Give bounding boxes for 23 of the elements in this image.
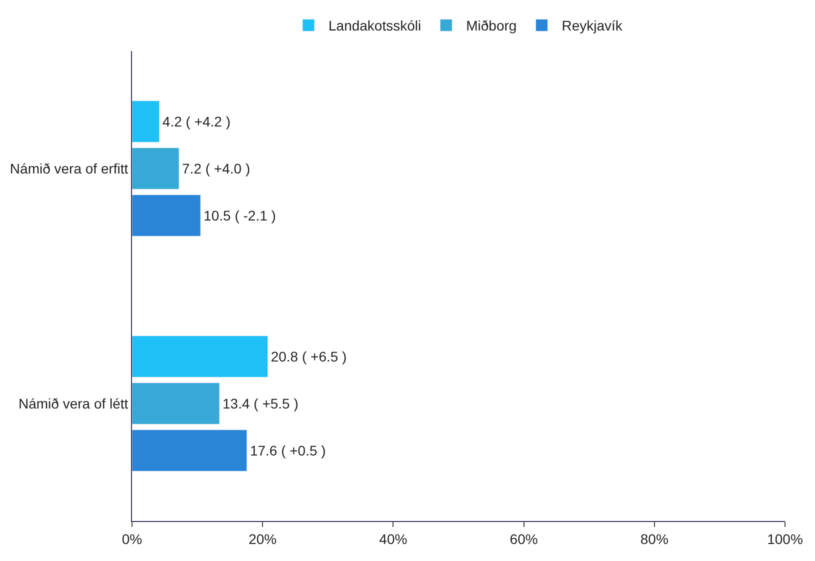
data-label: 13.4 ( +5.5 ) bbox=[222, 396, 298, 412]
data-label: 4.2 ( +4.2 ) bbox=[162, 114, 231, 130]
bar bbox=[132, 148, 180, 190]
data-label: 10.5 ( -2.1 ) bbox=[204, 208, 276, 224]
bar bbox=[132, 336, 268, 378]
bar bbox=[132, 100, 160, 142]
bar bbox=[132, 430, 248, 472]
x-tick-label: 80% bbox=[640, 530, 668, 547]
data-label: 17.6 ( +0.5 ) bbox=[250, 442, 326, 458]
bar bbox=[132, 382, 220, 424]
data-label: 7.2 ( +4.0 ) bbox=[182, 160, 250, 176]
data-label: 20.8 ( +6.5 ) bbox=[270, 348, 347, 364]
y-tick-label: Námið vera of létt bbox=[18, 395, 128, 412]
legend-label: Landakotsskóli bbox=[328, 18, 422, 34]
legend-label: Miðborg bbox=[466, 18, 517, 34]
x-tick-label: 20% bbox=[248, 530, 277, 547]
x-tick-label: 40% bbox=[379, 530, 408, 547]
bar bbox=[132, 194, 201, 236]
x-tick-label: 100% bbox=[767, 530, 803, 547]
y-tick-label: Námið vera of erfitt bbox=[10, 160, 128, 176]
x-tick-label: 60% bbox=[510, 530, 538, 547]
legend-label: Reykjavík bbox=[562, 18, 624, 34]
x-tick-label: 0% bbox=[122, 530, 142, 547]
